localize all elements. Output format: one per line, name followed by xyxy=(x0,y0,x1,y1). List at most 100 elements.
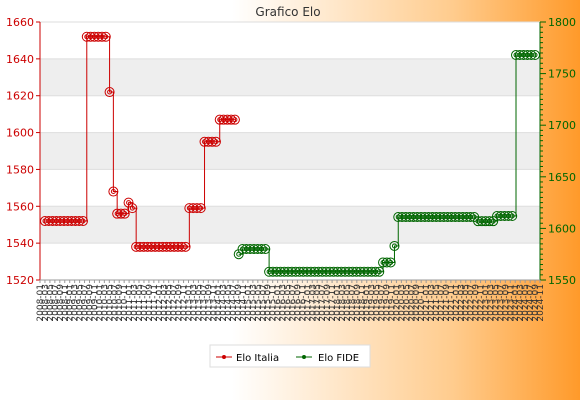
data-point-elo-fide xyxy=(530,50,540,61)
data-point-ring xyxy=(264,266,275,277)
x-tick-label: 2010-11 xyxy=(120,284,130,322)
data-point-core xyxy=(376,269,382,275)
data-point-ring xyxy=(119,208,130,219)
data-point-ring xyxy=(100,31,111,42)
data-point-ring xyxy=(400,212,411,223)
data-point-ring xyxy=(47,216,58,227)
data-point-ring xyxy=(328,266,339,277)
data-point-core xyxy=(122,211,128,217)
data-point-ring xyxy=(313,266,324,277)
data-point-ring xyxy=(511,50,522,61)
x-tick-label: 2018-09 xyxy=(353,284,363,322)
data-point-ring xyxy=(416,212,427,223)
data-point-ring xyxy=(165,241,176,252)
data-point-ring xyxy=(191,203,202,214)
x-tick-label: 2021-03 xyxy=(427,284,437,322)
left-axis-tick-label: 1560 xyxy=(6,200,34,213)
data-point-ring xyxy=(454,212,465,223)
x-tick-label: 2019-03 xyxy=(368,284,378,322)
data-point-ring xyxy=(77,216,88,227)
data-point-ring xyxy=(89,31,100,42)
data-point-ring xyxy=(203,136,214,147)
x-tick-label: 2023-01 xyxy=(482,284,492,322)
data-point-ring xyxy=(393,212,404,223)
data-point-ring xyxy=(476,216,487,227)
x-tick-label: 2017-09 xyxy=(323,284,333,322)
data-point-ring xyxy=(51,216,62,227)
data-point-ring xyxy=(180,241,191,252)
x-tick-label: 2008-03 xyxy=(41,284,51,322)
left-axis-tick-label: 1640 xyxy=(6,53,34,66)
x-tick-label: 2019-05 xyxy=(373,284,383,322)
x-tick-label: 2021-01 xyxy=(422,284,432,322)
x-tick-label: 2009-09 xyxy=(86,284,96,322)
data-point-core xyxy=(183,244,189,250)
data-point-ring xyxy=(199,136,210,147)
data-point-ring xyxy=(210,136,221,147)
x-tick-label: 2015-03 xyxy=(249,284,259,322)
data-point-ring xyxy=(279,266,290,277)
legend-marker-elo-italia xyxy=(222,355,226,359)
legend: Elo Italia Elo FIDE xyxy=(209,344,371,368)
x-tick-label: 2024-07 xyxy=(526,284,536,322)
data-point-ring xyxy=(271,266,282,277)
data-point-ring xyxy=(355,266,366,277)
data-point-ring xyxy=(157,241,168,252)
data-point-ring xyxy=(267,266,278,277)
x-tick-label: 2018-07 xyxy=(348,284,358,322)
data-point-elo-fide xyxy=(260,244,271,255)
x-tick-label: 2012-05 xyxy=(165,284,175,322)
legend-marker-elo-fide xyxy=(302,355,306,359)
data-point-ring xyxy=(214,114,225,125)
chart-title: Grafico Elo xyxy=(255,5,320,19)
data-point-ring xyxy=(366,266,377,277)
data-point-core xyxy=(509,213,515,219)
data-point-ring xyxy=(138,241,149,252)
x-tick-label: 2014-11 xyxy=(239,284,249,322)
background-bands xyxy=(40,22,540,280)
x-tick-label: 2009-01 xyxy=(66,284,76,322)
data-point-elo-italia xyxy=(210,136,221,147)
data-point-elo-italia xyxy=(195,203,206,214)
x-tick-label: 2022-01 xyxy=(452,284,462,322)
x-tick-label: 2024-05 xyxy=(521,284,531,322)
data-point-ring xyxy=(530,50,540,61)
data-point-ring xyxy=(248,244,259,255)
left-axis-tick-label: 1620 xyxy=(6,90,34,103)
data-point-ring xyxy=(290,266,301,277)
data-point-ring xyxy=(351,266,362,277)
x-tick-label: 2013-07 xyxy=(199,284,209,322)
x-tick-label: 2011-01 xyxy=(125,284,135,322)
x-tick-label: 2010-01 xyxy=(95,284,105,322)
x-tick-label: 2019-11 xyxy=(387,284,397,322)
x-tick-label: 2014-09 xyxy=(234,284,244,322)
data-point-ring xyxy=(321,266,332,277)
data-point-elo-italia xyxy=(123,197,134,208)
data-point-ring xyxy=(495,211,506,222)
data-point-ring xyxy=(55,216,66,227)
data-point-elo-fide xyxy=(374,266,385,277)
data-point-ring xyxy=(142,241,153,252)
legend-box xyxy=(209,344,371,368)
data-point-ring xyxy=(359,266,370,277)
data-point-ring xyxy=(480,216,491,227)
x-tick-label: 2021-09 xyxy=(442,284,452,322)
x-tick-label: 2019-07 xyxy=(378,284,388,322)
x-tick-label: 2015-01 xyxy=(244,284,254,322)
x-tick-label: 2018-11 xyxy=(358,284,368,322)
data-point-core xyxy=(110,189,116,195)
data-point-ring xyxy=(218,114,229,125)
x-tick-label: 2017-11 xyxy=(328,284,338,322)
background-band xyxy=(40,58,540,96)
data-point-elo-italia xyxy=(119,208,130,219)
data-point-ring xyxy=(362,266,373,277)
series-layer xyxy=(40,31,540,277)
right-axis-tick-label: 1550 xyxy=(548,274,576,287)
x-tick-labels: 2008-012008-032008-052008-072008-092008-… xyxy=(36,280,546,322)
x-tick-label: 2022-09 xyxy=(472,284,482,322)
data-point-core xyxy=(129,205,135,211)
x-tick-label: 2017-03 xyxy=(308,284,318,322)
data-point-ring xyxy=(374,266,385,277)
data-point-ring xyxy=(93,31,104,42)
x-tick-label: 2021-05 xyxy=(432,284,442,322)
